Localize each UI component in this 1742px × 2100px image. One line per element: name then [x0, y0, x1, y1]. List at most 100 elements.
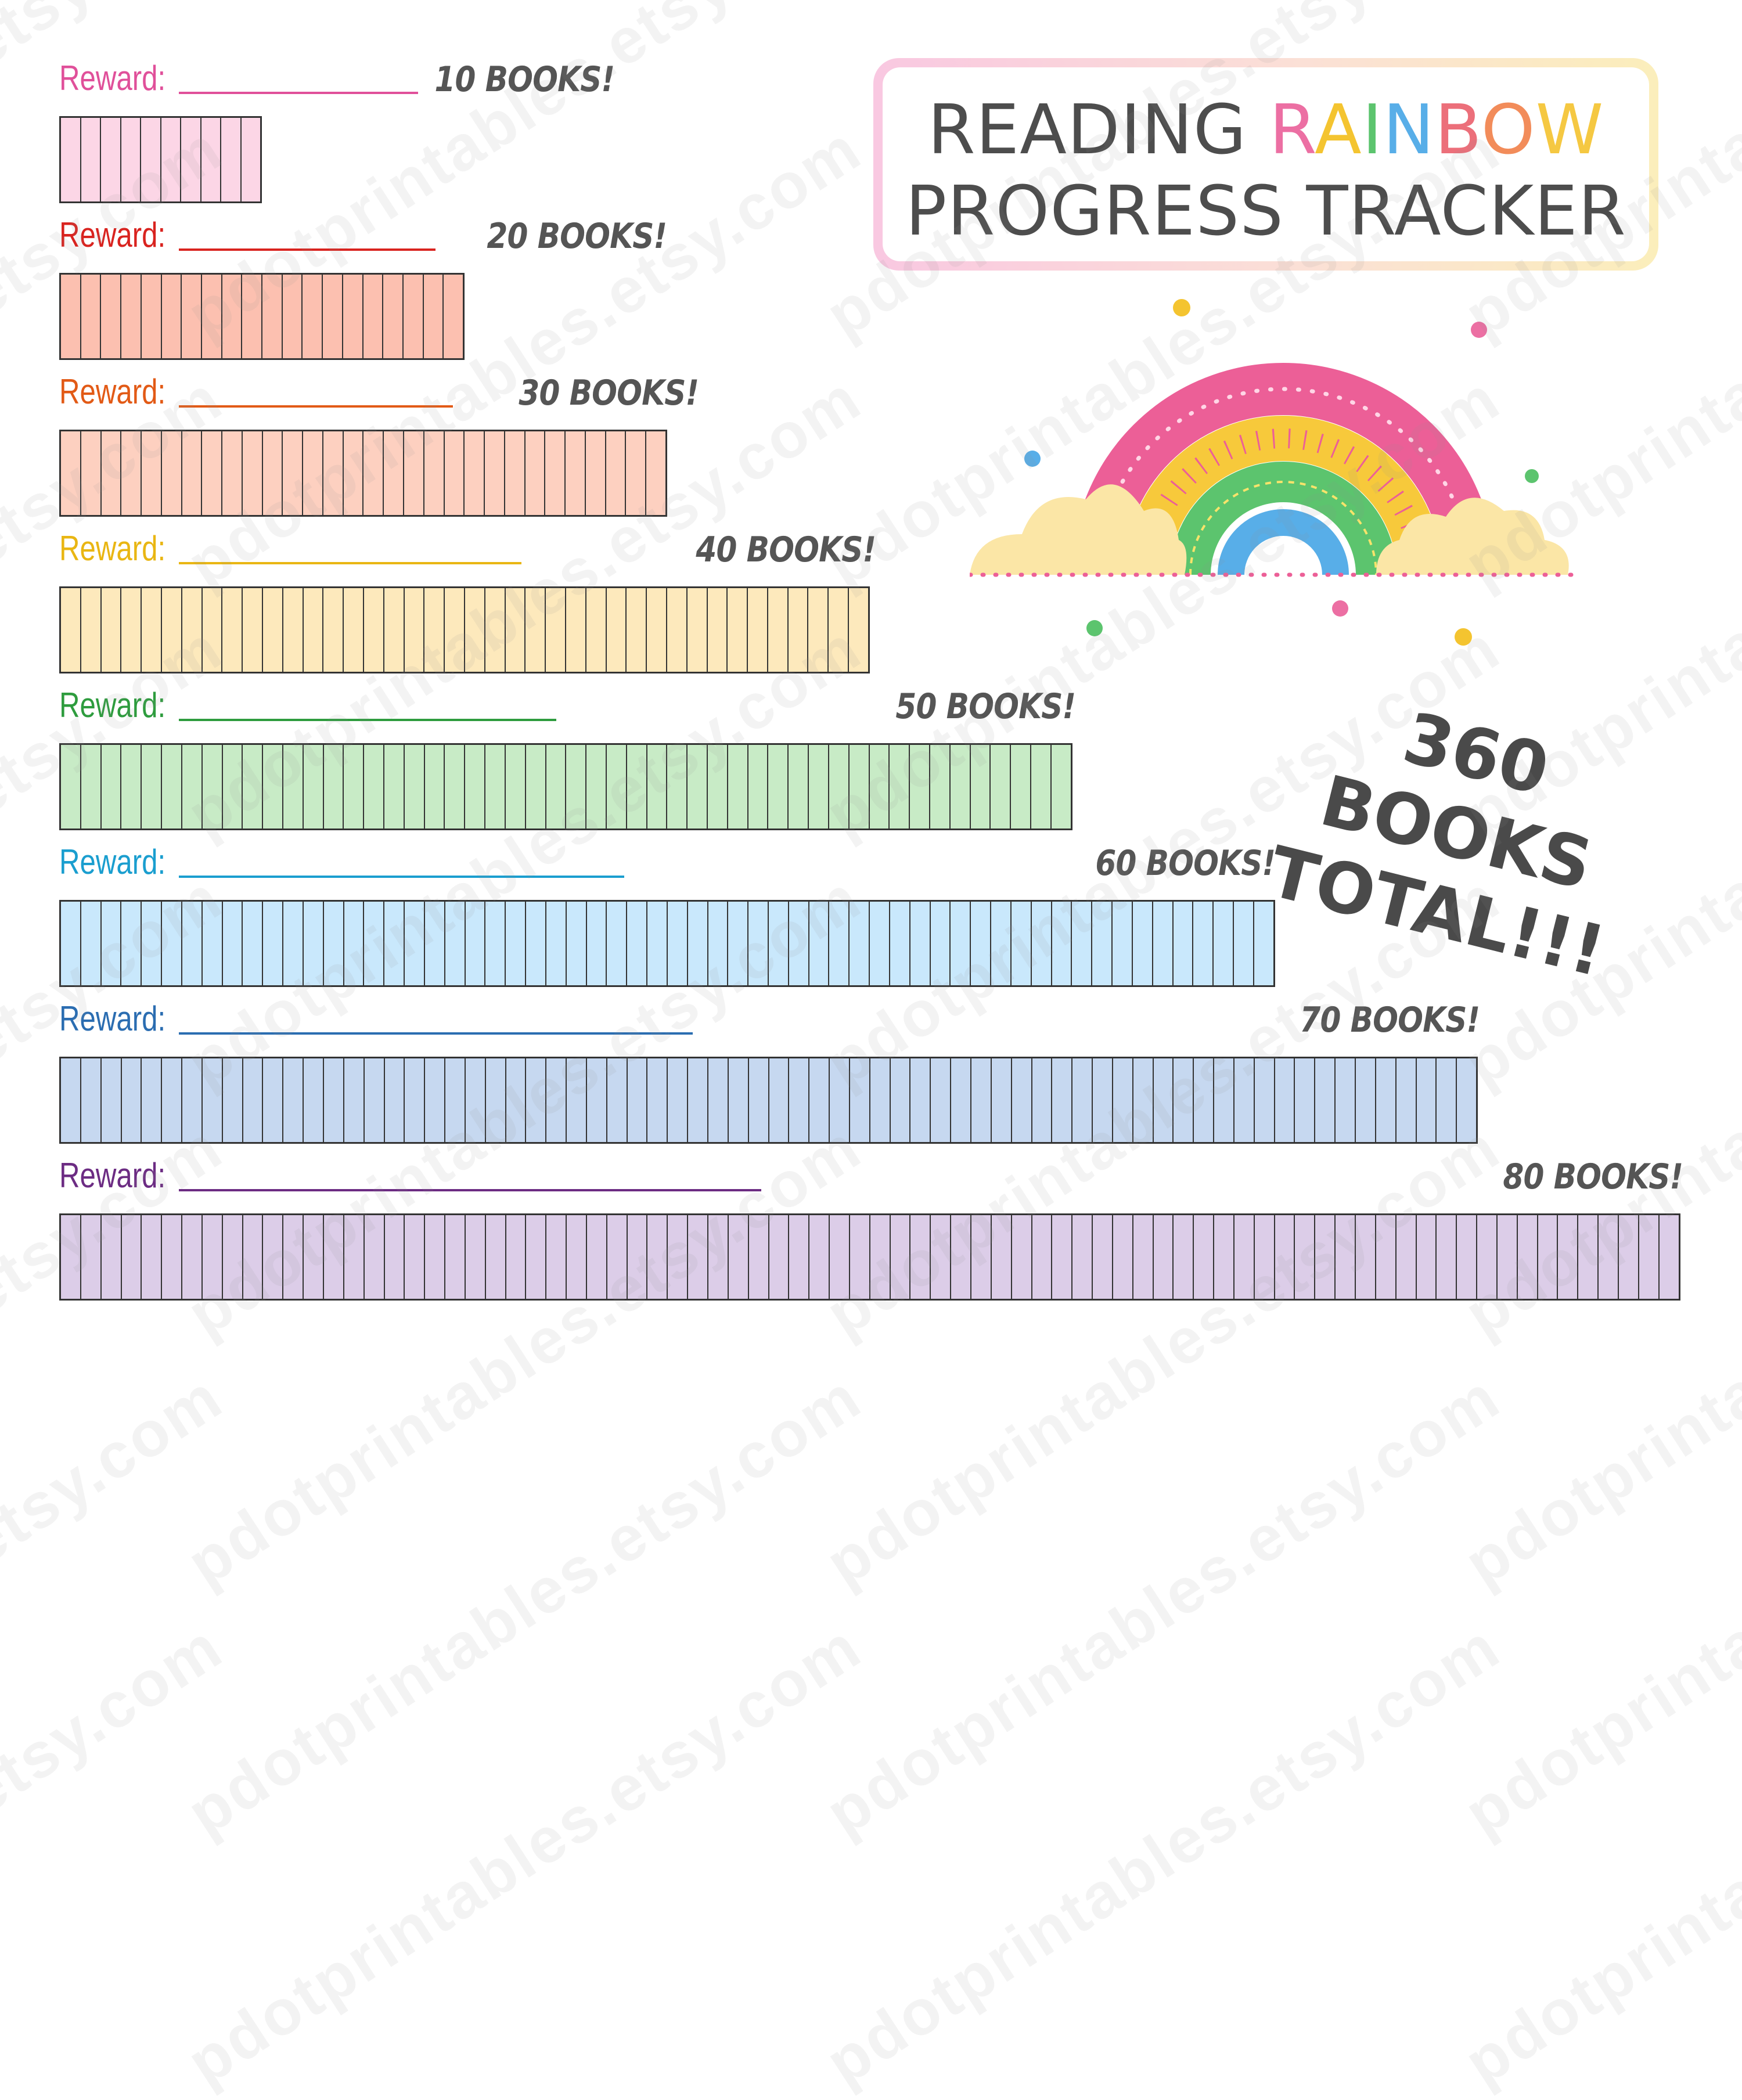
book-cell[interactable]: [789, 1215, 810, 1299]
book-cell[interactable]: [363, 275, 384, 358]
book-cell[interactable]: [424, 588, 445, 672]
book-cell[interactable]: [405, 745, 425, 829]
book-cell[interactable]: [324, 1058, 344, 1142]
book-cell[interactable]: [768, 588, 789, 672]
book-cell[interactable]: [809, 902, 830, 985]
book-cell[interactable]: [566, 431, 586, 515]
book-cell[interactable]: [263, 1058, 284, 1142]
book-cell[interactable]: [283, 431, 304, 515]
book-cell[interactable]: [102, 902, 122, 985]
book-cell[interactable]: [445, 745, 466, 829]
book-cell[interactable]: [870, 902, 890, 985]
book-cell[interactable]: [951, 1058, 971, 1142]
book-cell[interactable]: [769, 1058, 790, 1142]
book-cell[interactable]: [1639, 1215, 1660, 1299]
book-cell[interactable]: [344, 431, 364, 515]
book-cell[interactable]: [1356, 1058, 1376, 1142]
book-cell[interactable]: [910, 745, 930, 829]
book-cell[interactable]: [385, 1058, 405, 1142]
book-cell[interactable]: [506, 588, 526, 672]
book-cell[interactable]: [223, 745, 243, 829]
book-cell[interactable]: [122, 1058, 142, 1142]
book-cell[interactable]: [1072, 1058, 1093, 1142]
book-cell[interactable]: [1457, 1058, 1476, 1142]
book-cell[interactable]: [971, 1058, 992, 1142]
book-cell[interactable]: [243, 902, 264, 985]
book-cell[interactable]: [344, 745, 365, 829]
book-cell[interactable]: [1397, 1215, 1417, 1299]
book-cell[interactable]: [444, 275, 463, 358]
book-cell[interactable]: [667, 588, 688, 672]
book-cell[interactable]: [1234, 1058, 1255, 1142]
book-cell[interactable]: [748, 902, 769, 985]
book-cell[interactable]: [1154, 1215, 1174, 1299]
reward-write-in-line[interactable]: [179, 876, 624, 878]
book-cell[interactable]: [162, 275, 182, 358]
book-cell[interactable]: [203, 902, 223, 985]
book-cell[interactable]: [425, 902, 445, 985]
book-cell[interactable]: [283, 275, 303, 358]
book-cell[interactable]: [142, 902, 163, 985]
book-cell[interactable]: [708, 1215, 729, 1299]
book-cell[interactable]: [850, 745, 870, 829]
book-cell[interactable]: [931, 1058, 952, 1142]
book-cell[interactable]: [1477, 1215, 1498, 1299]
book-cell[interactable]: [182, 588, 203, 672]
book-cell[interactable]: [729, 1058, 749, 1142]
book-cell[interactable]: [81, 118, 101, 201]
book-cell[interactable]: [182, 431, 203, 515]
book-cell[interactable]: [162, 902, 182, 985]
book-cell[interactable]: [1194, 1215, 1215, 1299]
book-cell[interactable]: [647, 1215, 668, 1299]
book-cell[interactable]: [1498, 1215, 1518, 1299]
book-cell[interactable]: [607, 1058, 628, 1142]
book-cell[interactable]: [808, 588, 829, 672]
book-cell[interactable]: [688, 745, 708, 829]
book-cell[interactable]: [485, 902, 506, 985]
book-cell[interactable]: [749, 1058, 769, 1142]
book-cell[interactable]: [1012, 902, 1032, 985]
book-cell[interactable]: [1275, 1215, 1295, 1299]
book-cell[interactable]: [626, 431, 647, 515]
book-cell[interactable]: [708, 745, 728, 829]
book-cell[interactable]: [161, 118, 181, 201]
book-cell[interactable]: [162, 1215, 183, 1299]
book-cell[interactable]: [1093, 1058, 1113, 1142]
book-cell[interactable]: [142, 745, 163, 829]
book-cell[interactable]: [242, 118, 261, 201]
book-cell[interactable]: [222, 588, 243, 672]
book-cell[interactable]: [607, 745, 627, 829]
book-cell[interactable]: [587, 902, 607, 985]
book-cell[interactable]: [81, 745, 102, 829]
book-cell[interactable]: [1113, 1215, 1133, 1299]
book-cell[interactable]: [1072, 1215, 1093, 1299]
book-cell[interactable]: [931, 902, 951, 985]
book-cell[interactable]: [485, 588, 506, 672]
book-cell[interactable]: [708, 902, 729, 985]
book-cell[interactable]: [951, 745, 971, 829]
book-cell[interactable]: [364, 745, 384, 829]
book-cell[interactable]: [1336, 1058, 1356, 1142]
book-cell[interactable]: [992, 1215, 1012, 1299]
book-cell[interactable]: [323, 431, 344, 515]
book-cell[interactable]: [465, 745, 486, 829]
book-cell[interactable]: [627, 588, 647, 672]
book-cell[interactable]: [223, 1215, 243, 1299]
book-cell[interactable]: [991, 745, 1012, 829]
book-cell[interactable]: [1660, 1215, 1679, 1299]
book-cell[interactable]: [445, 431, 465, 515]
book-cell[interactable]: [263, 1215, 284, 1299]
book-cell[interactable]: [688, 588, 708, 672]
reward-write-in-line[interactable]: [179, 92, 418, 94]
book-cell[interactable]: [546, 902, 567, 985]
book-cell[interactable]: [263, 588, 283, 672]
book-cell[interactable]: [891, 1215, 911, 1299]
book-cell[interactable]: [222, 275, 243, 358]
book-cell[interactable]: [162, 588, 182, 672]
book-cell[interactable]: [81, 275, 102, 358]
book-cell[interactable]: [628, 1215, 648, 1299]
book-cell[interactable]: [891, 1058, 911, 1142]
book-cell[interactable]: [102, 1058, 122, 1142]
book-cell[interactable]: [162, 1058, 183, 1142]
book-cell[interactable]: [789, 588, 809, 672]
